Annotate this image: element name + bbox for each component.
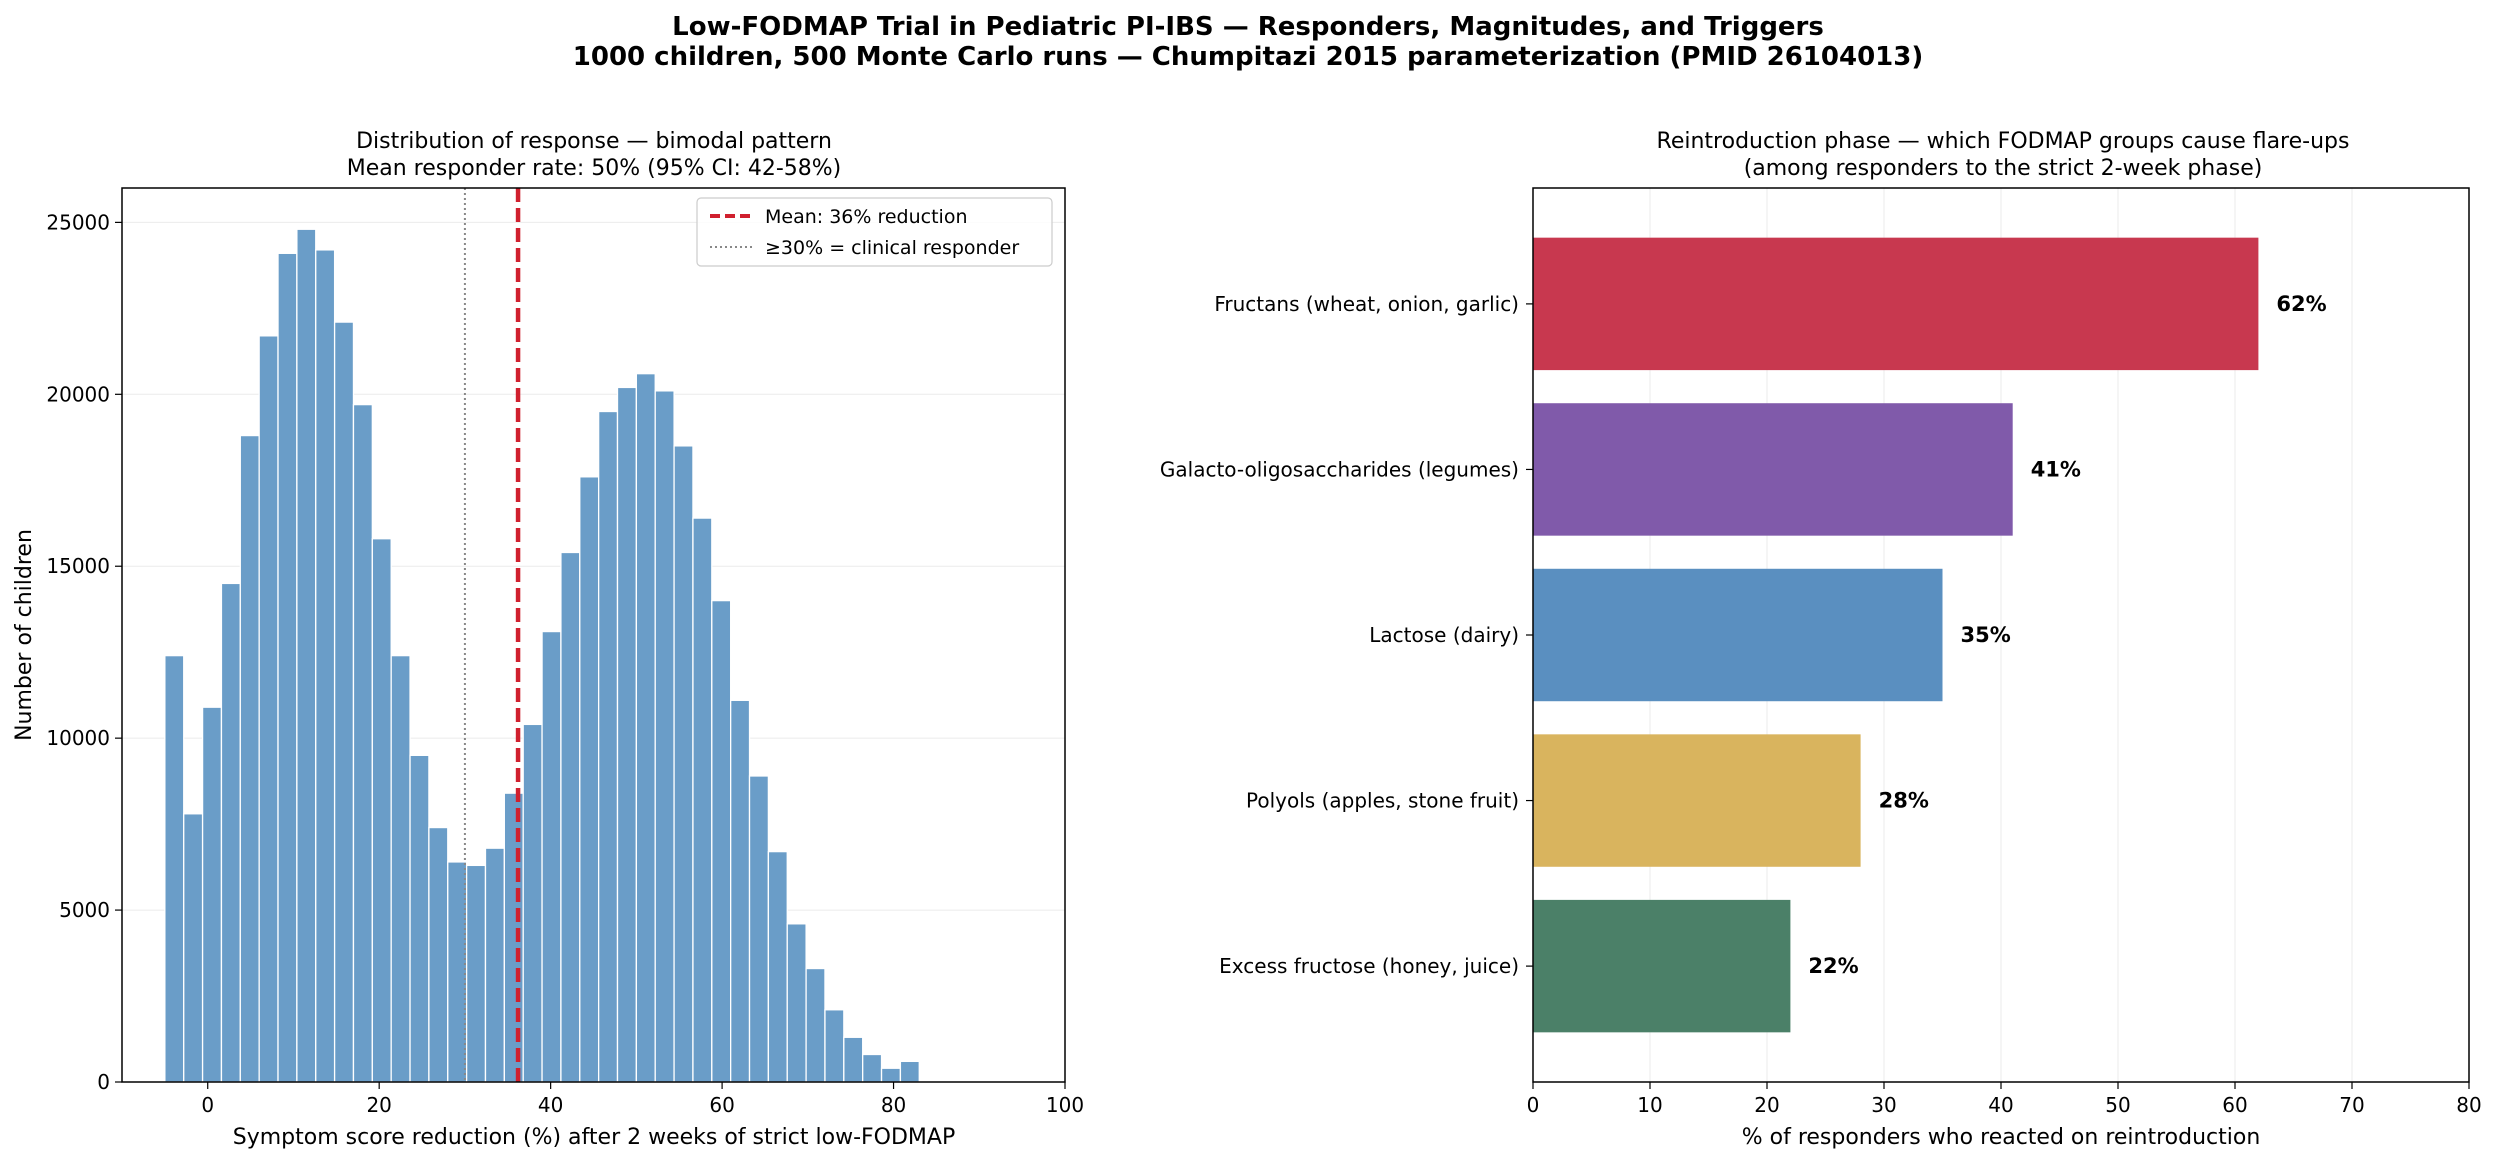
reintroduction-category-label: Lactose (dairy) <box>1369 623 1519 647</box>
histogram-bar <box>692 517 713 1083</box>
histogram-bar <box>447 861 468 1083</box>
reintroduction-x-tick-label: 70 <box>2339 1093 2364 1117</box>
legend-box <box>696 197 1053 267</box>
histogram-title-line2: Mean responder rate: 50% (95% CI: 42-58%… <box>347 156 842 181</box>
histogram-axes-frame <box>121 187 1066 1083</box>
histogram-title-line1: Distribution of response — bimodal patte… <box>356 129 832 154</box>
histogram-bar <box>843 1036 864 1083</box>
histogram-x-tick-label: 60 <box>709 1093 734 1117</box>
histogram-bar <box>616 386 638 1083</box>
histogram-bar <box>201 706 223 1083</box>
histogram-bar <box>371 538 392 1083</box>
legend-mean-label: Mean: 36% reduction <box>765 206 968 228</box>
histogram-y-tick-label: 25000 <box>46 210 110 234</box>
reintroduction-bar-value-label: 62% <box>2276 292 2326 316</box>
reintroduction-bar <box>1533 734 1861 867</box>
histogram-bar <box>786 923 807 1083</box>
histogram-bar <box>465 864 487 1083</box>
histogram-bar <box>333 321 355 1083</box>
histogram-bar <box>579 476 600 1083</box>
histogram-bar <box>673 445 694 1083</box>
reintroduction-x-tick-label: 0 <box>1527 1093 1540 1117</box>
reintroduction-x-tick-label: 30 <box>1871 1093 1896 1117</box>
histogram-bar <box>862 1053 883 1083</box>
histogram-bar <box>560 551 581 1083</box>
histogram-bar <box>409 754 430 1083</box>
histogram-bar <box>767 850 788 1083</box>
histogram-y-tick-label: 15000 <box>46 554 110 578</box>
reintroduction-x-tick-label: 60 <box>2222 1093 2247 1117</box>
reintroduction-category-label: Polyols (apples, stone fruit) <box>1246 789 1519 813</box>
reintroduction-x-tick-label: 10 <box>1637 1093 1662 1117</box>
histogram-bar <box>183 813 204 1083</box>
histogram-bar <box>503 792 524 1083</box>
histogram-bar <box>258 335 279 1083</box>
histogram-bar <box>597 410 619 1083</box>
histogram-x-tick-label: 80 <box>881 1093 906 1117</box>
reintroduction-title-line1: Reintroduction phase — which FODMAP grou… <box>1657 129 2350 154</box>
histogram-bar <box>654 390 675 1083</box>
reintroduction-bar <box>1533 403 2013 536</box>
histogram-bar <box>805 967 826 1083</box>
reintroduction-bar <box>1533 899 1791 1033</box>
histogram-bar <box>164 654 185 1083</box>
reintroduction-bar-value-label: 35% <box>1961 623 2011 647</box>
histogram-bar <box>220 582 241 1083</box>
histogram-x-tick-label: 100 <box>1046 1093 1084 1117</box>
reintroduction-category-label: Fructans (wheat, onion, garlic) <box>1214 292 1519 316</box>
histogram-bar <box>315 249 336 1083</box>
histogram-y-tick-label: 20000 <box>46 382 110 406</box>
histogram-y-axis-label: Number of children <box>12 529 37 741</box>
histogram-bar <box>635 373 656 1083</box>
reintroduction-category-label: Galacto-oligosaccharides (legumes) <box>1160 457 1519 481</box>
reintroduction-panel: Reintroduction phase — which FODMAP grou… <box>1160 129 2482 1150</box>
reintroduction-x-tick-label: 20 <box>1754 1093 1779 1117</box>
histogram-y-tick-label: 0 <box>97 1070 110 1094</box>
reintroduction-bar <box>1533 568 1943 702</box>
reintroduction-axes-frame <box>1532 187 2470 1083</box>
histogram-x-axis-label: Symptom score reduction (%) after 2 week… <box>233 1125 955 1150</box>
reintroduction-x-tick-label: 50 <box>2105 1093 2130 1117</box>
histogram-bar <box>277 252 298 1083</box>
histogram-y-tick-label: 10000 <box>46 726 110 750</box>
reintroduction-x-axis-label: % of responders who reacted on reintrodu… <box>1742 1125 2261 1150</box>
figure-title-line2: 1000 children, 500 Monte Carlo runs — Ch… <box>573 42 1923 72</box>
histogram-bar <box>899 1060 920 1083</box>
reintroduction-bar-value-label: 41% <box>2031 457 2081 481</box>
histogram-bar <box>484 847 505 1083</box>
histogram-bar <box>711 599 732 1083</box>
histogram-x-tick-label: 0 <box>201 1093 214 1117</box>
legend-threshold-label: ≥30% = clinical responder <box>765 237 1019 259</box>
histogram-legend: Mean: 36% reduction ≥30% = clinical resp… <box>696 197 1053 267</box>
reintroduction-bar-value-label: 22% <box>1808 954 1858 978</box>
histogram-bar <box>824 1009 845 1083</box>
histogram-panel: Distribution of response — bimodal patte… <box>12 129 1084 1150</box>
histogram-bar <box>428 826 449 1083</box>
histogram-x-tick-label: 20 <box>366 1093 391 1117</box>
reintroduction-bar <box>1533 237 2259 371</box>
histogram-bar <box>239 434 260 1083</box>
histogram-y-tick-label: 5000 <box>59 898 110 922</box>
reintroduction-x-tick-label: 40 <box>1988 1093 2013 1117</box>
histogram-bar <box>296 228 317 1083</box>
histogram-bar <box>352 403 373 1083</box>
figure-title-line1: Low-FODMAP Trial in Pediatric PI-IBS — R… <box>672 12 1824 42</box>
reintroduction-category-label: Excess fructose (honey, juice) <box>1219 954 1519 978</box>
reintroduction-title-line2: (among responders to the strict 2-week p… <box>1744 156 2263 181</box>
histogram-x-tick-label: 40 <box>538 1093 563 1117</box>
histogram-bar <box>522 723 543 1083</box>
histogram-bar <box>541 630 562 1083</box>
reintroduction-x-tick-label: 80 <box>2456 1093 2481 1117</box>
histogram-bar <box>880 1067 902 1083</box>
histogram-bar <box>390 654 411 1083</box>
histogram-bar <box>748 775 770 1083</box>
histogram-bar <box>730 699 751 1083</box>
reintroduction-bar-value-label: 28% <box>1879 789 1929 813</box>
